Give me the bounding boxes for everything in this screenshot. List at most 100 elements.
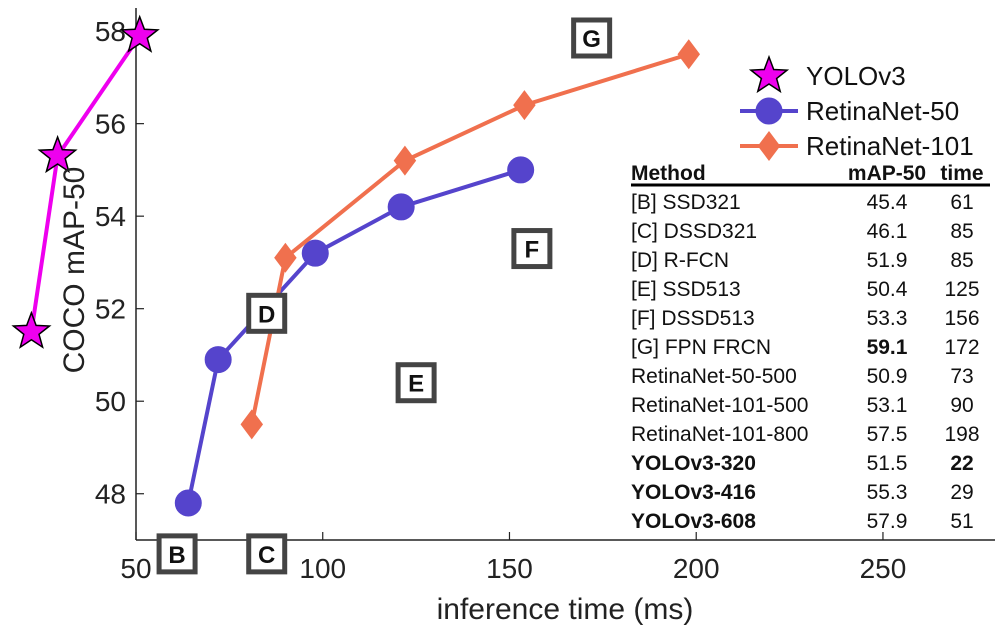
table-header-map: mAP-50 [848,162,926,185]
legend-entry: RetinaNet-50 [740,96,959,126]
table-row: [C] DSSD321 46.1 85 [631,220,974,243]
data-point-diamond [274,242,297,273]
legend-marker-star [748,54,790,94]
series-layer [11,14,700,517]
legend-label: RetinaNet-50 [806,96,959,126]
table-row: YOLOv3-416 55.3 29 [631,481,974,504]
annotation-label: E [408,371,424,398]
annotation-label: D [258,301,275,328]
legend-entry: YOLOv3 [748,54,906,94]
table-cell-method: YOLOv3-416 [631,481,756,504]
x-tick-label: 100 [299,553,346,584]
legend: YOLOv3 RetinaNet-50 RetinaNet-101 [740,54,974,161]
table-cell-map: 57.5 [867,423,908,446]
x-tick-label: 150 [486,553,533,584]
data-point-diamond [513,90,536,121]
table-cell-time: 156 [944,307,979,330]
annotation-box [511,228,553,270]
table-cell-map: 51.9 [867,249,908,272]
data-point-diamond [677,39,700,70]
table-cell-time: 73 [950,365,973,388]
table-cell-time: 125 [944,278,979,301]
table-row: [E] SSD513 50.4 125 [631,278,980,301]
data-point-star [11,310,52,349]
table-row: RetinaNet-50-500 50.9 73 [631,365,974,388]
series-line [186,168,522,504]
table-header-time: time [940,162,983,185]
y-tick-label: 50 [95,386,126,417]
data-point-circle [301,239,329,267]
annotation-label: C [258,542,275,569]
table-row: YOLOv3-608 57.9 51 [631,510,974,533]
annotation-box [156,533,198,575]
annotation-f: F [511,228,553,270]
series-yolov3 [11,14,160,349]
table-row: [B] SSD321 45.4 61 [631,191,974,214]
data-point-circle [204,346,232,374]
table-cell-time: 61 [950,191,973,214]
legend-marker-circle [755,97,783,125]
annotation-c: C [246,533,288,575]
table-cell-time: 172 [944,336,979,359]
data-point-diamond [240,409,264,440]
annotation-layer: B C D E F G [156,17,613,575]
table-cell-method: YOLOv3-608 [631,510,756,533]
data-point-circle [507,156,535,184]
x-tick-label: 250 [860,553,907,584]
table-cell-method: RetinaNet-50-500 [631,365,797,388]
table-cell-method: [F] DSSD513 [631,307,755,330]
annotation-g: G [571,17,613,59]
table-cell-time: 90 [950,394,973,417]
table-cell-method: [C] DSSD321 [631,220,757,243]
data-point-circle [174,489,202,517]
data-point-star [119,14,160,53]
series-retinanet-50 [174,156,535,517]
legend-entry: RetinaNet-101 [740,131,974,161]
table-cell-map: 45.4 [867,191,908,214]
table-cell-map: 53.1 [867,394,908,417]
x-axis-label: inference time (ms) [437,593,694,626]
table-cell-method: [G] FPN FRCN [631,336,771,359]
table-cell-map: 57.9 [867,510,908,533]
y-tick-label: 56 [95,109,126,140]
annotation-label: G [582,26,601,53]
table-cell-map: 51.5 [867,452,908,475]
annotation-box [571,17,613,59]
y-tick-label: 54 [95,201,126,232]
table-cell-time: 198 [944,423,979,446]
table-row: YOLOv3-320 51.5 22 [631,452,974,475]
table-row: RetinaNet-101-800 57.5 198 [631,423,980,446]
table-header-method: Method [631,162,706,185]
legend-label: RetinaNet-101 [806,131,974,161]
table-cell-time: 51 [950,510,973,533]
data-point-diamond [393,145,417,176]
table-row: [F] DSSD513 53.3 156 [631,307,980,330]
y-tick-label: 52 [95,294,126,325]
x-tick-label: 200 [673,553,720,584]
table-row: [G] FPN FRCN 59.1 172 [631,336,980,359]
legend-marker-diamond [757,131,781,161]
legend-label: YOLOv3 [806,61,906,91]
table-cell-method: [B] SSD321 [631,191,741,214]
y-tick-label: 58 [95,16,126,47]
annotation-box [246,292,288,334]
annotation-e: E [395,362,437,404]
y-tick-label: 48 [95,479,126,510]
series-line [249,52,690,425]
table-cell-method: [E] SSD513 [631,278,741,301]
table-cell-map: 50.9 [867,365,908,388]
table-row: RetinaNet-101-500 53.1 90 [631,394,974,417]
table-cell-time: 22 [950,452,973,475]
table-cell-map: 55.3 [867,481,908,504]
table-cell-map: 50.4 [867,278,908,301]
table-cell-time: 29 [950,481,973,504]
annotation-label: B [168,542,185,569]
y-axis-label: COCO mAP-50 [58,167,91,374]
table-cell-map: 46.1 [867,220,908,243]
annotation-box [395,362,437,404]
table-cell-method: RetinaNet-101-800 [631,423,808,446]
x-tick-label: 50 [120,553,151,584]
table-cell-time: 85 [950,220,973,243]
table-cell-map: 59.1 [867,336,908,359]
